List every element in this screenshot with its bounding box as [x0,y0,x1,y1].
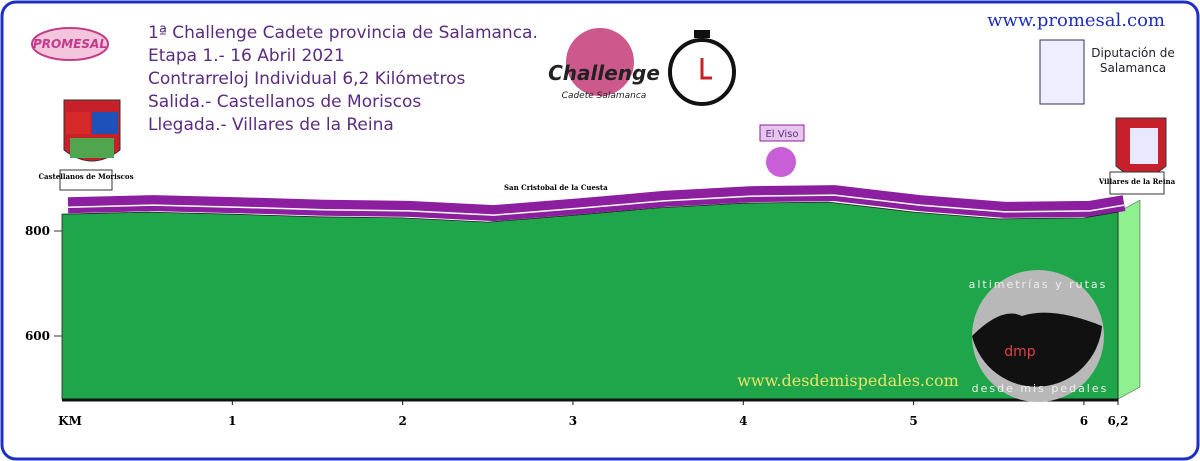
y-tick-label: 600 [25,329,50,343]
profile-area [61,201,1119,400]
challenge-text: Challenge [548,61,660,85]
annotation: El Viso [765,129,798,140]
y-tick-label: 800 [25,224,50,238]
challenge-logo [566,28,634,96]
road-band [67,185,1126,222]
finish-label: Villares de la Reina [1098,177,1176,186]
x-tick-label: 5 [909,414,917,428]
x-tick-label: 1 [228,414,236,428]
x-tick-label: 3 [569,414,577,428]
road-edge [67,194,1125,216]
profile-side [1117,199,1141,400]
header-line: 1ª Challenge Cadete provincia de Salaman… [148,23,538,43]
badge-bottom: desde mis pedales [972,382,1109,395]
diputacion-text: Diputación de Salamanca [1091,46,1175,75]
header-line: Llegada.- Villares de la Reina [148,115,394,135]
badge-dark [972,312,1102,387]
plot: 600 800 KM 1 2 3 4 5 6 6,2 San Cristobal de la Cue… [25,124,1141,428]
x-tick-label: 6,2 [1108,414,1129,428]
climb-icon [766,147,796,177]
x-tick-label: 4 [739,414,747,428]
badge-mark: dmp [1004,344,1036,360]
x-tick-label: 6 [1080,414,1088,428]
shield-part [70,138,114,158]
start-label: Castellanos de Moriscos [38,172,133,181]
shield-part [66,112,90,134]
badge-top: altimetrías y rutas [969,278,1108,291]
header-line: Etapa 1.- 16 Abril 2021 [148,46,345,66]
diputacion-box: Diputación de Salamanca [1091,46,1175,75]
promesal-text: PROMESAL [33,37,107,51]
annotation: San Cristobal de la Cuesta [504,183,608,192]
challenge-sub: Cadete Salamanca [562,91,647,101]
x-axis-label: KM [58,414,82,428]
site-link: www.desdemispedales.com [737,371,959,390]
shield-part [92,112,118,134]
shield-part [1130,128,1158,164]
stopwatch-top [694,30,710,38]
annotation-box [759,124,805,142]
finish-label-box [1109,171,1165,195]
diputacion-shield [1039,39,1085,105]
start-label-box [59,169,113,191]
header-line: Contrarreloj Individual 6,2 Kilómetros [148,69,465,89]
web-link: www.promesal.com [987,10,1165,31]
header-line: Salida.- Castellanos de Moriscos [148,92,421,112]
x-tick-label: 2 [398,414,406,428]
stopwatch-hands [700,58,712,80]
promesal-logo [31,27,109,61]
